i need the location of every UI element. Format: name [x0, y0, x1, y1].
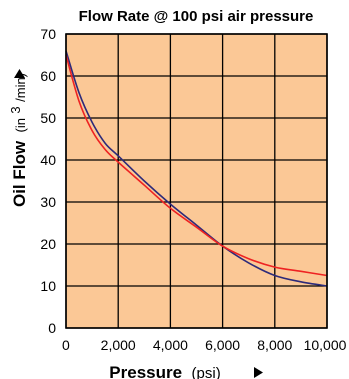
x-axis-unit: (psi) — [192, 365, 221, 379]
y-tick-label: 20 — [40, 236, 56, 252]
x-tick-label: 8,000 — [257, 337, 292, 353]
x-tick-label: 0 — [62, 337, 70, 353]
x-axis-label: Pressure — [109, 363, 182, 379]
y-tick-label: 30 — [40, 194, 56, 210]
chart-title: Flow Rate @ 100 psi air pressure — [79, 8, 314, 25]
x-axis-title: Pressure (psi) — [109, 363, 220, 379]
x-tick-label: 6,000 — [205, 337, 240, 353]
y-tick-label: 60 — [40, 68, 56, 84]
plot-area — [66, 34, 327, 328]
y-tick-label: 50 — [40, 110, 56, 126]
y-tick-label: 10 — [40, 278, 56, 294]
y-axis-title: Oil Flow (in 3 /min) — [7, 73, 29, 207]
y-tick-labels: 0 10 20 30 40 50 60 70 — [40, 26, 56, 336]
y-axis-unit-sup: 3 — [8, 106, 23, 113]
y-axis-label: Oil Flow — [10, 140, 29, 207]
series-lines — [65, 50, 328, 287]
x-tick-label: 2,000 — [101, 337, 136, 353]
y-axis-arrow-icon — [14, 69, 25, 78]
x-axis-arrow-icon — [254, 367, 263, 378]
y-axis-unit-close: /min) — [13, 73, 28, 102]
series-line-2 — [65, 54, 328, 277]
series-line-1 — [65, 50, 328, 287]
x-tick-labels: 0 2,000 4,000 6,000 8,000 10,000 — [62, 337, 347, 353]
y-axis-unit-open: (in — [13, 118, 28, 132]
y-tick-label: 70 — [40, 26, 56, 42]
x-tick-label: 4,000 — [153, 337, 188, 353]
y-tick-label: 40 — [40, 152, 56, 168]
y-tick-label: 0 — [48, 320, 56, 336]
plot-frame — [65, 33, 328, 329]
x-tick-label: 10,000 — [304, 337, 347, 353]
